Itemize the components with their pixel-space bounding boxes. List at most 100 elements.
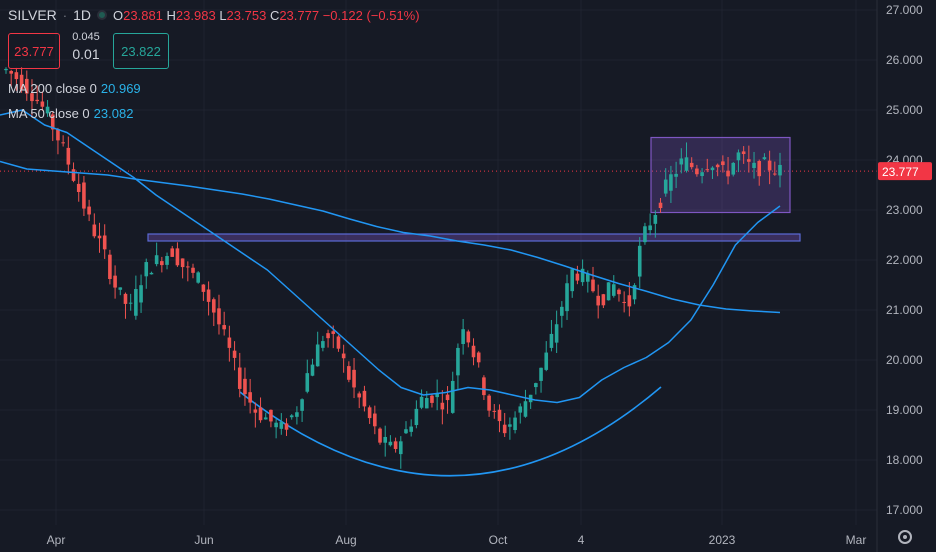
candle-body	[617, 289, 621, 295]
candle-body	[165, 256, 169, 265]
candle-body	[523, 401, 528, 417]
time-tick-label: Mar	[846, 533, 867, 547]
candle-body	[4, 68, 8, 71]
candle-body	[180, 258, 185, 268]
market-status-icon	[97, 10, 108, 20]
candle-body	[674, 173, 678, 177]
candle-body	[585, 274, 590, 282]
time-tick-label: Oct	[489, 533, 508, 547]
candle-body	[513, 417, 517, 431]
candle-body	[466, 331, 471, 343]
candle-body	[767, 160, 772, 171]
candle-body	[201, 284, 206, 292]
price-axis[interactable]: 27.00026.00025.00024.00023.00022.00021.0…	[878, 3, 932, 517]
candle-body	[570, 269, 575, 292]
symbol-name[interactable]: SILVER	[8, 7, 57, 23]
price-tick-label: 20.000	[886, 353, 923, 367]
candle-body	[705, 169, 710, 171]
candle-body	[778, 164, 782, 176]
candle-body	[497, 409, 502, 422]
candle-body	[82, 182, 86, 209]
candle-body	[658, 202, 663, 209]
time-tick-label: 4	[578, 533, 585, 547]
candle-body	[383, 436, 388, 443]
candle-body	[76, 183, 81, 193]
resistance-zone[interactable]	[147, 233, 801, 242]
candle-body	[440, 402, 445, 410]
ma50-label: MA 50 close 0	[8, 106, 90, 121]
consolidation-box[interactable]	[650, 136, 791, 214]
candle-body	[289, 415, 294, 418]
spread-bottom: 0.01	[72, 46, 100, 62]
low-value: 23.753	[226, 7, 267, 23]
candle-body	[663, 179, 668, 194]
candle-body	[56, 129, 60, 141]
candle-body	[461, 329, 465, 344]
candle-body	[154, 255, 159, 265]
candle-body	[653, 214, 658, 224]
candle-body	[622, 301, 626, 303]
candle-body	[502, 424, 507, 434]
candle-body	[430, 395, 434, 403]
candle-body	[435, 393, 439, 398]
candle-body	[24, 78, 29, 94]
close-label: C	[269, 7, 280, 23]
candle-body	[217, 308, 221, 325]
candle-body	[409, 426, 413, 432]
candle-body	[549, 333, 554, 348]
interval[interactable]: 1D	[73, 7, 92, 23]
candle-body	[757, 161, 762, 177]
open-label: O	[113, 7, 124, 23]
price-tick-label: 27.000	[886, 3, 923, 17]
candle-body	[492, 410, 497, 412]
gear-icon[interactable]	[898, 530, 912, 544]
candle-body	[331, 331, 336, 334]
candle-body	[601, 294, 606, 306]
ma50-legend[interactable]: MA 50 close 0 23.082	[8, 106, 133, 121]
candle-body	[534, 383, 538, 388]
spread: 0.045 0.01	[62, 31, 110, 62]
ma200-legend[interactable]: MA 200 close 0 20.969	[8, 81, 141, 96]
candle-body	[684, 157, 689, 171]
candle-body	[40, 101, 45, 107]
buy-button[interactable]: 23.822	[113, 33, 169, 69]
candle-body	[347, 366, 351, 380]
candle-body	[398, 441, 403, 455]
candle-body	[108, 254, 112, 279]
candle-body	[487, 395, 491, 411]
sell-button[interactable]: 23.777	[8, 33, 60, 69]
candle-body	[762, 157, 767, 160]
candle-body	[87, 206, 91, 215]
price-tick-label: 25.000	[886, 103, 923, 117]
time-axis[interactable]: Apr Jun Aug Oct 4 2023 Mar	[47, 533, 867, 547]
candle-body	[715, 164, 720, 168]
candle-body	[232, 350, 237, 358]
candle-body	[471, 345, 476, 358]
candle-body	[248, 392, 252, 403]
ma50-value: 23.082	[93, 106, 134, 121]
price-tick-label: 18.000	[886, 453, 923, 467]
high-value: 23.983	[175, 7, 216, 23]
price-tick-label: 23.000	[886, 203, 923, 217]
candle-body	[632, 285, 637, 300]
candle-body	[362, 390, 367, 407]
annotations[interactable]	[147, 136, 801, 477]
candle-body	[139, 285, 143, 303]
candle-body	[102, 235, 107, 250]
candle-body	[263, 417, 268, 420]
candle-body	[92, 224, 97, 237]
rounding-bottom-arc[interactable]	[239, 386, 662, 477]
candle-body	[206, 289, 211, 302]
change-value: −0.122 (−0.51%)	[322, 7, 420, 23]
time-tick-label: Apr	[47, 533, 66, 547]
candle-body	[695, 168, 699, 175]
candle-body	[321, 341, 325, 348]
candle-body	[279, 422, 284, 429]
candle-body	[565, 283, 569, 312]
candle-body	[258, 407, 263, 421]
candle-body	[710, 167, 715, 171]
candle-body	[175, 248, 180, 266]
candle-body	[648, 225, 652, 231]
candle-body	[741, 151, 746, 155]
